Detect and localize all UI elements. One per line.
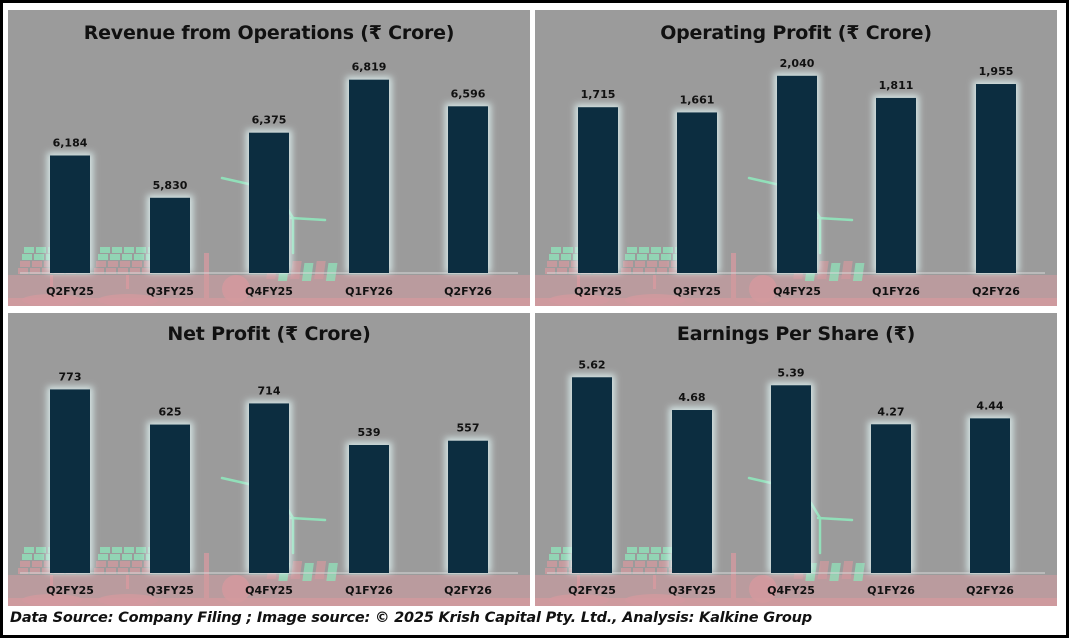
bar-q2fy26 bbox=[976, 84, 1016, 274]
chart-title: Earnings Per Share (₹) bbox=[676, 323, 916, 345]
bar-chart-svg: 1,715 Q2FY25 1,661 Q3FY25 2,040 Q4FY25 1,811 Q1… bbox=[535, 57, 1057, 306]
net-profit-chart-panel: 773 Q2FY25 625 Q3FY25 714 Q4FY25 539 Q1FY26 557 Q… bbox=[8, 313, 530, 606]
ground-edge bbox=[8, 298, 530, 306]
tank-icon bbox=[749, 275, 777, 303]
tank-icon bbox=[222, 575, 250, 603]
data-label: 5.62 bbox=[578, 358, 605, 371]
bar-q3fy25 bbox=[150, 197, 190, 273]
category-tick-label: Q4FY25 bbox=[245, 584, 293, 597]
data-label: 4.44 bbox=[976, 399, 1003, 412]
category-tick-label: Q4FY25 bbox=[773, 285, 821, 298]
category-tick-label: Q1FY26 bbox=[345, 285, 393, 298]
bar-q2fy26 bbox=[448, 440, 488, 573]
category-tick-label: Q1FY26 bbox=[867, 584, 915, 597]
category-tick-label: Q1FY26 bbox=[345, 584, 393, 597]
category-tick-label: Q2FY26 bbox=[972, 285, 1020, 298]
category-tick-label: Q2FY25 bbox=[574, 285, 622, 298]
category-tick-label: Q3FY25 bbox=[146, 584, 194, 597]
data-label: 4.68 bbox=[678, 391, 705, 404]
data-label: 6,375 bbox=[252, 114, 287, 127]
bar-q2fy26 bbox=[970, 418, 1010, 573]
data-label: 1,715 bbox=[581, 88, 616, 101]
category-tick-label: Q4FY25 bbox=[767, 584, 815, 597]
bar-q4fy25 bbox=[771, 385, 811, 573]
bar-q2fy25 bbox=[572, 377, 612, 573]
category-tick-label: Q2FY25 bbox=[46, 285, 94, 298]
data-label: 557 bbox=[457, 422, 480, 435]
category-tick-label: Q2FY26 bbox=[444, 285, 492, 298]
chart-title: Operating Profit (₹ Crore) bbox=[660, 22, 932, 44]
bar-q1fy26 bbox=[876, 97, 916, 273]
category-tick-label: Q2FY25 bbox=[46, 584, 94, 597]
bar-q2fy25 bbox=[578, 107, 618, 273]
bar-q1fy26 bbox=[349, 444, 389, 573]
category-tick-label: Q3FY25 bbox=[668, 584, 716, 597]
ground-edge bbox=[8, 598, 530, 606]
chimney-icon bbox=[204, 553, 209, 598]
bar-q3fy25 bbox=[677, 112, 717, 273]
data-label: 773 bbox=[59, 370, 82, 383]
data-label: 5,830 bbox=[153, 179, 188, 192]
ground-edge bbox=[535, 298, 1057, 306]
data-label: 625 bbox=[159, 406, 182, 419]
data-label: 1,661 bbox=[680, 93, 715, 106]
bar-chart-svg: 5.62 Q2FY25 4.68 Q3FY25 5.39 Q4FY25 4.27 Q1FY26… bbox=[535, 358, 1057, 606]
category-tick-label: Q3FY25 bbox=[673, 285, 721, 298]
bar-q1fy26 bbox=[871, 424, 911, 573]
data-label: 6,596 bbox=[451, 87, 486, 100]
bar-chart-svg: 773 Q2FY25 625 Q3FY25 714 Q4FY25 539 Q1FY26 557 Q… bbox=[8, 370, 530, 606]
chimney-icon bbox=[731, 253, 736, 298]
data-label: 6,819 bbox=[352, 61, 387, 74]
revenue-chart-panel: 6,184 Q2FY25 5,830 Q3FY25 6,375 Q4FY25 6,819 Q1… bbox=[8, 10, 530, 306]
category-tick-label: Q4FY25 bbox=[245, 285, 293, 298]
tank-icon bbox=[222, 275, 250, 303]
bar-q2fy25 bbox=[50, 155, 90, 273]
chart-title: Revenue from Operations (₹ Crore) bbox=[83, 22, 455, 44]
bar-q4fy25 bbox=[249, 132, 289, 273]
data-label: 714 bbox=[258, 384, 281, 397]
bar-q4fy25 bbox=[249, 403, 289, 573]
data-label: 1,811 bbox=[879, 79, 914, 92]
bar-q1fy26 bbox=[349, 79, 389, 273]
category-tick-label: Q2FY26 bbox=[444, 584, 492, 597]
bar-chart-svg: 6,184 Q2FY25 5,830 Q3FY25 6,375 Q4FY25 6,819 Q1… bbox=[8, 61, 530, 306]
operating-profit-chart-panel: 1,715 Q2FY25 1,661 Q3FY25 2,040 Q4FY25 1,811 Q1… bbox=[535, 10, 1057, 306]
bar-q2fy25 bbox=[50, 389, 90, 573]
ground-edge bbox=[535, 598, 1057, 606]
chart-title: Net Profit (₹ Crore) bbox=[167, 323, 371, 345]
data-label: 5.39 bbox=[777, 366, 804, 379]
tank-icon bbox=[749, 575, 777, 603]
bar-q4fy25 bbox=[777, 75, 817, 273]
eps-chart-panel: 5.62 Q2FY25 4.68 Q3FY25 5.39 Q4FY25 4.27 Q1FY26… bbox=[535, 313, 1057, 606]
data-label: 2,040 bbox=[780, 57, 815, 70]
category-tick-label: Q2FY25 bbox=[568, 584, 616, 597]
data-label: 6,184 bbox=[53, 136, 88, 149]
category-tick-label: Q1FY26 bbox=[872, 285, 920, 298]
data-label: 4.27 bbox=[877, 405, 904, 418]
category-tick-label: Q2FY26 bbox=[966, 584, 1014, 597]
source-footnote: Data Source: Company Filing ; Image sour… bbox=[10, 610, 812, 626]
category-tick-label: Q3FY25 bbox=[146, 285, 194, 298]
chimney-icon bbox=[731, 553, 736, 598]
bar-q3fy25 bbox=[672, 410, 712, 573]
data-label: 1,955 bbox=[979, 65, 1014, 78]
bar-q3fy25 bbox=[150, 424, 190, 573]
bar-q2fy26 bbox=[448, 106, 488, 273]
data-label: 539 bbox=[358, 426, 381, 439]
chimney-icon bbox=[204, 253, 209, 298]
